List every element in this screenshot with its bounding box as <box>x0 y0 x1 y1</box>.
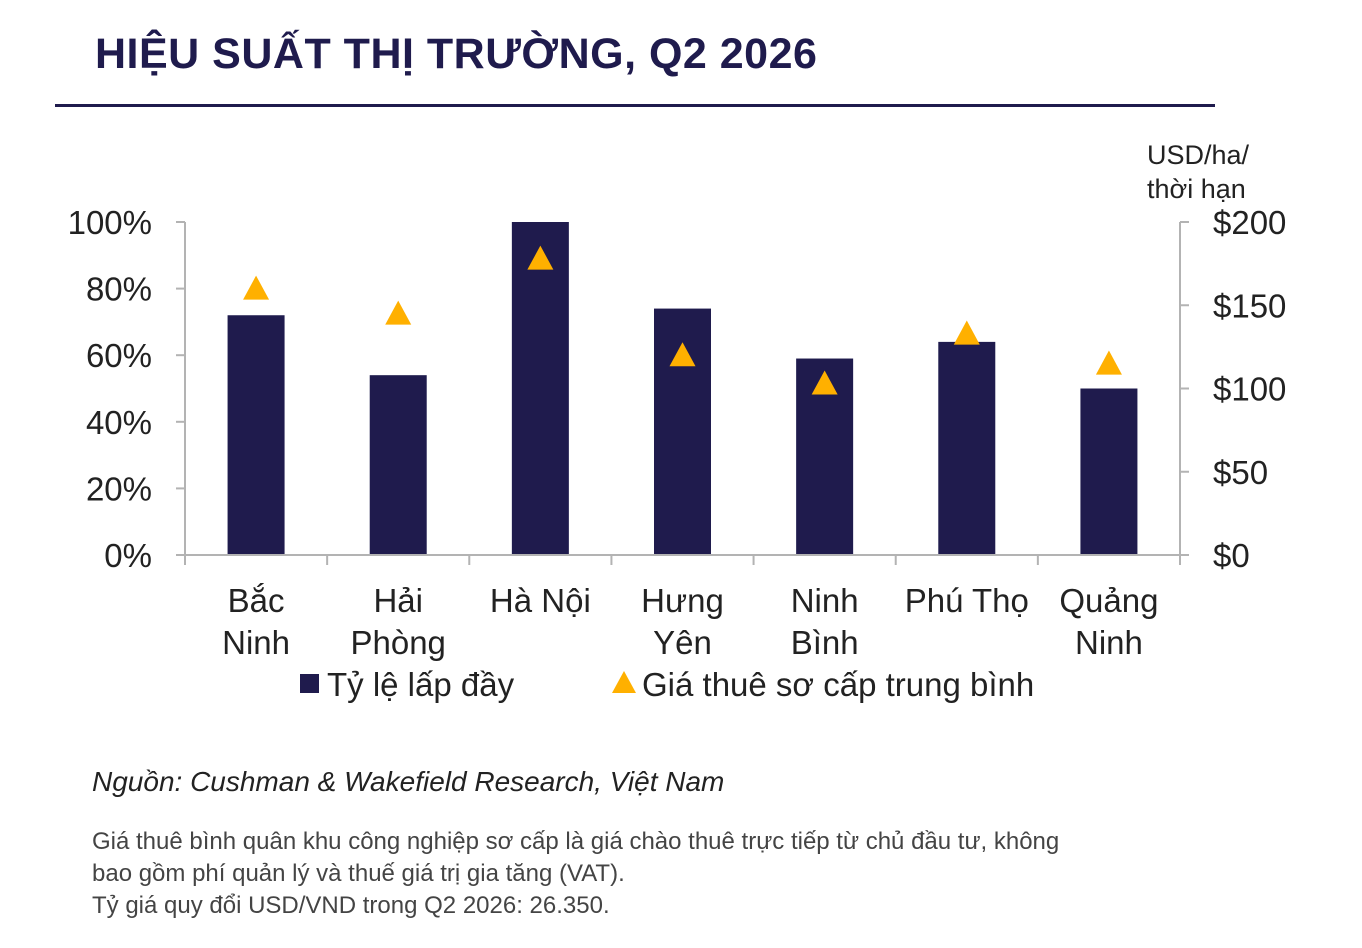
category-label-line: Yên <box>653 624 712 661</box>
legend: Tỷ lệ lấp đầy Giá thuê sơ cấp trung bình <box>300 666 1034 703</box>
rent-marker-triangle <box>669 342 696 367</box>
category-label-line: Ninh <box>791 582 859 619</box>
left-tick-label: 40% <box>86 404 152 441</box>
category-label-line: Bình <box>791 624 859 661</box>
x-axis <box>184 554 1181 565</box>
legend-label-occupancy: Tỷ lệ lấp đầy <box>327 666 515 703</box>
left-tick-label: 100% <box>68 204 152 241</box>
occupancy-rent-chart: USD/ha/thời hạn 0% 20% 40% 60% 80% 100% $0 $50… <box>68 140 1287 703</box>
category-label: Hải Phòng <box>350 582 445 661</box>
category-label-line: Hải <box>373 582 423 619</box>
occupancy-bar <box>1080 388 1138 555</box>
category-label: Phú Thọ <box>905 582 1029 619</box>
category-label-line: Ninh <box>1075 624 1143 661</box>
left-tick-label: 60% <box>86 337 152 374</box>
footnote-line: Giá thuê bình quân khu công nghiệp sơ cấ… <box>92 828 1060 855</box>
category-label: Hưng Yên <box>641 582 724 661</box>
category-label-line: Phú Thọ <box>905 582 1029 619</box>
rent-marker-triangle <box>811 370 838 395</box>
right-tick-label: $50 <box>1213 454 1268 491</box>
rent-marker-triangle <box>385 300 412 325</box>
right-axis-unit-line: USD/ha/ <box>1147 140 1250 170</box>
source-note: Nguồn: Cushman & Wakefield Research, Việ… <box>92 766 725 797</box>
occupancy-bar <box>938 341 996 555</box>
category-label-line: Hưng <box>641 582 724 619</box>
rent-marker-triangle <box>953 320 980 345</box>
footnote-line: bao gồm phí quản lý và thuế giá trị gia … <box>92 860 625 887</box>
category-label-line: Ninh <box>222 624 290 661</box>
legend-bar-swatch <box>300 674 319 693</box>
category-label-line: Bắc <box>228 582 285 619</box>
rent-marker-triangle <box>1095 350 1122 375</box>
category-label-line: Hà Nội <box>490 582 591 619</box>
right-tick-label: $150 <box>1213 287 1286 324</box>
title-divider <box>55 104 1215 107</box>
occupancy-bar <box>369 375 427 555</box>
category-label-line: Quảng <box>1059 582 1158 619</box>
category-label: Hà Nội <box>490 582 591 619</box>
right-tick-label: $100 <box>1213 371 1286 408</box>
category-label: Bắc Ninh <box>222 582 290 661</box>
legend-label-rent: Giá thuê sơ cấp trung bình <box>642 666 1034 703</box>
category-label-line: Phòng <box>350 624 445 661</box>
page-title: HIỆU SUẤT THỊ TRƯỜNG, Q2 2026 <box>95 30 818 78</box>
right-y-axis: $0 $50 $100 $150 $200 <box>1179 204 1286 574</box>
category-label: Quảng Ninh <box>1059 582 1158 661</box>
legend-triangle-swatch <box>612 671 636 693</box>
category-label: Ninh Bình <box>791 582 859 661</box>
occupancy-bar <box>227 315 285 555</box>
rent-markers <box>243 245 1122 395</box>
left-tick-label: 0% <box>104 537 152 574</box>
right-axis-unit-label: USD/ha/thời hạn <box>1147 140 1250 204</box>
occupancy-bar <box>511 222 569 555</box>
footnote-line: Tỷ giá quy đổi USD/VND trong Q2 2026: 26… <box>92 892 610 919</box>
left-tick-label: 80% <box>86 271 152 308</box>
occupancy-bars <box>227 222 1138 555</box>
left-y-axis: 0% 20% 40% 60% 80% 100% <box>68 204 186 574</box>
footnotes: Giá thuê bình quân khu công nghiệp sơ cấ… <box>92 826 1059 922</box>
category-labels: Bắc Ninh Hải Phòng Hà Nội Hưng Yên Ninh Bình Phú … <box>222 582 1158 661</box>
rent-marker-triangle <box>527 245 554 270</box>
left-tick-label: 20% <box>86 470 152 507</box>
right-axis-unit-line: thời hạn <box>1147 174 1246 204</box>
right-tick-label: $0 <box>1213 537 1250 574</box>
rent-marker-triangle <box>243 275 270 300</box>
right-tick-label: $200 <box>1213 204 1286 241</box>
